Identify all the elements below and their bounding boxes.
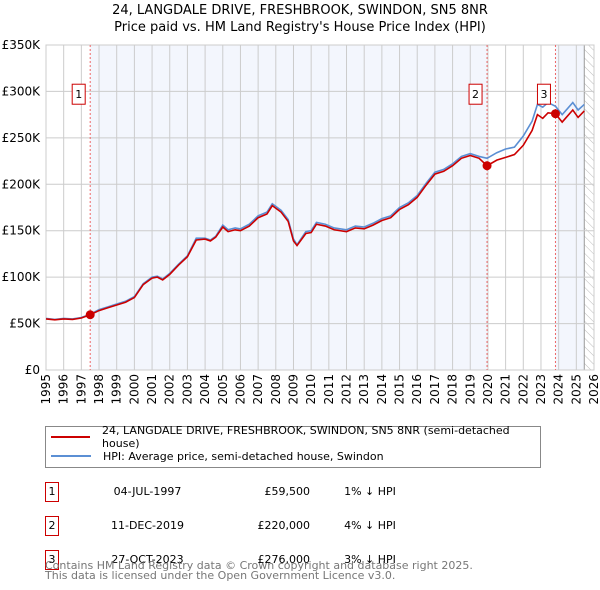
x-tick-label: 2022	[516, 374, 530, 405]
forecast-hatch	[584, 45, 594, 370]
sale-point	[85, 310, 95, 320]
price-chart: 1995 1996 1997 1998 1999 2000 2001 2002 2003 2004…	[2, 38, 600, 405]
x-tick-label: 1998	[92, 374, 106, 405]
sale-point	[482, 161, 492, 171]
x-tick-label: 2026	[587, 374, 600, 405]
sale-marker-label: 2	[472, 88, 479, 101]
x-tick-label: 2021	[499, 374, 513, 405]
legend-swatch-blue	[51, 455, 91, 457]
sale-price: £220,000	[257, 519, 311, 532]
x-tick-label: 2014	[375, 374, 389, 405]
chart-subtitle: Price paid vs. HM Land Registry's House …	[114, 20, 486, 35]
legend-label: 24, LANGDALE DRIVE, FRESHBROOK, SWINDON,…	[102, 424, 510, 450]
sale-number-badge: 1	[45, 482, 59, 502]
chart-title: 24, LANGDALE DRIVE, FRESHBROOK, SWINDON,…	[112, 3, 488, 18]
y-tick-label: £300K	[2, 84, 42, 98]
x-tick-label: 2000	[127, 374, 141, 405]
series-line-property	[45, 108, 585, 321]
x-tick-label: 2018	[446, 374, 460, 405]
shaded-period	[90, 45, 488, 370]
x-tick-label: 2019	[463, 374, 477, 405]
x-tick-label: 1997	[74, 374, 88, 405]
legend-item-hpi: HPI: Average price, semi-detached house,…	[51, 448, 384, 464]
x-tick-label: 2020	[481, 374, 495, 405]
footer: Contains HM Land Registry data © Crown c…	[45, 559, 473, 582]
x-tick-label: 1995	[39, 374, 53, 405]
sale-hpi-diff: 1% ↓ HPI	[344, 485, 396, 498]
x-tick-label: 2011	[322, 374, 336, 405]
x-tick-label: 2023	[534, 374, 548, 405]
y-tick-label: £350K	[2, 38, 42, 52]
x-tick-label: 2015	[393, 374, 407, 405]
legend-swatch-red	[51, 436, 91, 438]
y-tick-label: £50K	[9, 317, 41, 331]
y-tick-label: £150K	[2, 224, 42, 238]
x-tick-label: 2007	[251, 374, 265, 405]
legend-label: HPI: Average price, semi-detached house,…	[103, 449, 384, 463]
x-tick-label: 2024	[552, 374, 566, 405]
footer-copyright: Contains HM Land Registry data © Crown c…	[45, 559, 473, 572]
y-tick-label: £0	[25, 363, 40, 377]
sale-hpi-diff: 3% ↓ HPI	[344, 553, 396, 566]
x-tick-label: 2006	[233, 374, 247, 405]
y-tick-label: £250K	[2, 131, 42, 145]
sale-row: 1 04-JUL-1997 £59,500 1% ↓ HPI	[45, 482, 445, 502]
y-tick-label: £100K	[2, 270, 42, 284]
sale-date: 04-JUL-1997	[113, 485, 182, 498]
sale-hpi-diff: 4% ↓ HPI	[344, 519, 396, 532]
x-tick-label: 2001	[145, 374, 159, 405]
sale-marker-label: 1	[75, 88, 82, 101]
sale-row: 2 11-DEC-2019 £220,000 4% ↓ HPI	[45, 516, 445, 536]
x-tick-label: 2012	[340, 374, 354, 405]
shaded-period	[555, 45, 585, 370]
sale-marker-label: 3	[540, 88, 547, 101]
sale-marker-box	[71, 83, 86, 105]
sale-date: 11-DEC-2019	[110, 519, 185, 532]
sale-point	[550, 109, 560, 119]
legend-item-property: 24, LANGDALE DRIVE, FRESHBROOK, SWINDON,…	[51, 424, 540, 450]
plot-border	[45, 44, 595, 371]
x-tick-label: 2025	[569, 374, 583, 405]
sale-marker-box	[468, 83, 483, 105]
x-tick-label: 2017	[428, 374, 442, 405]
x-tick-label: 2005	[216, 374, 230, 405]
x-tick-label: 2009	[286, 374, 300, 405]
x-tick-label: 1999	[110, 374, 124, 405]
x-tick-label: 2008	[269, 374, 283, 405]
legend: 24, LANGDALE DRIVE, FRESHBROOK, SWINDON,…	[45, 424, 541, 468]
sale-price: £276,000	[257, 553, 311, 566]
sale-marker-box	[536, 83, 551, 105]
x-tick-label: 2004	[198, 374, 212, 405]
x-tick-label: 2010	[304, 374, 318, 405]
x-tick-label: 1996	[57, 374, 71, 405]
x-tick-label: 2002	[163, 374, 177, 405]
x-tick-label: 2003	[180, 374, 194, 405]
sale-price: £59,500	[264, 485, 311, 498]
y-tick-label: £200K	[2, 177, 42, 191]
sale-row: 3 27-OCT-2023 £276,000 3% ↓ HPI	[45, 550, 445, 570]
sale-number-badge: 3	[45, 550, 59, 570]
footer-licence: This data is licensed under the Open Gov…	[45, 569, 396, 582]
sale-number-badge: 2	[45, 516, 59, 536]
x-tick-label: 2013	[357, 374, 371, 405]
sale-date: 27-OCT-2023	[111, 553, 184, 566]
x-tick-label: 2016	[410, 374, 424, 405]
